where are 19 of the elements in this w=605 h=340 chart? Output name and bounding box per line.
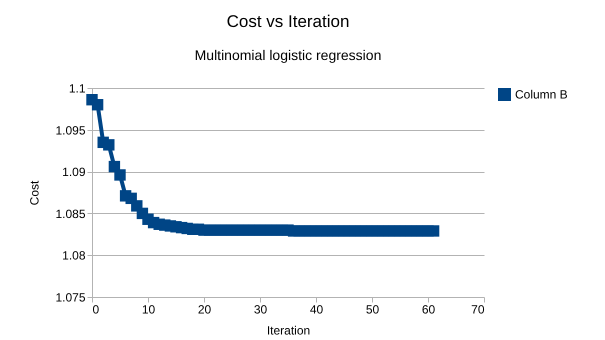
y-tick-label: 1.075	[55, 290, 86, 304]
x-tick-label: 20	[198, 302, 212, 316]
chart-subtitle: Multinomial logistic regression	[194, 47, 382, 63]
x-tick-label: 60	[422, 302, 436, 316]
x-tick-label: 30	[254, 302, 268, 316]
legend-label: Column B	[515, 88, 568, 102]
x-tick-label: 10	[142, 302, 156, 316]
x-tick-label: 50	[366, 302, 380, 316]
x-tick-label: 0	[92, 302, 100, 316]
y-tick-label: 1.08	[62, 248, 86, 263]
x-axis-title: Iteration	[266, 324, 310, 338]
y-tick-label: 1.09	[62, 165, 86, 180]
chart-title: Cost vs Iteration	[226, 12, 350, 31]
y-axis-title: Cost	[27, 180, 42, 206]
y-tick-label: 1.085	[55, 206, 86, 221]
x-tick-label: 70	[471, 302, 485, 316]
x-tick-label: 40	[310, 302, 324, 316]
y-tick-label: 1.095	[55, 123, 86, 138]
y-tick-label: 1.1	[68, 82, 86, 96]
